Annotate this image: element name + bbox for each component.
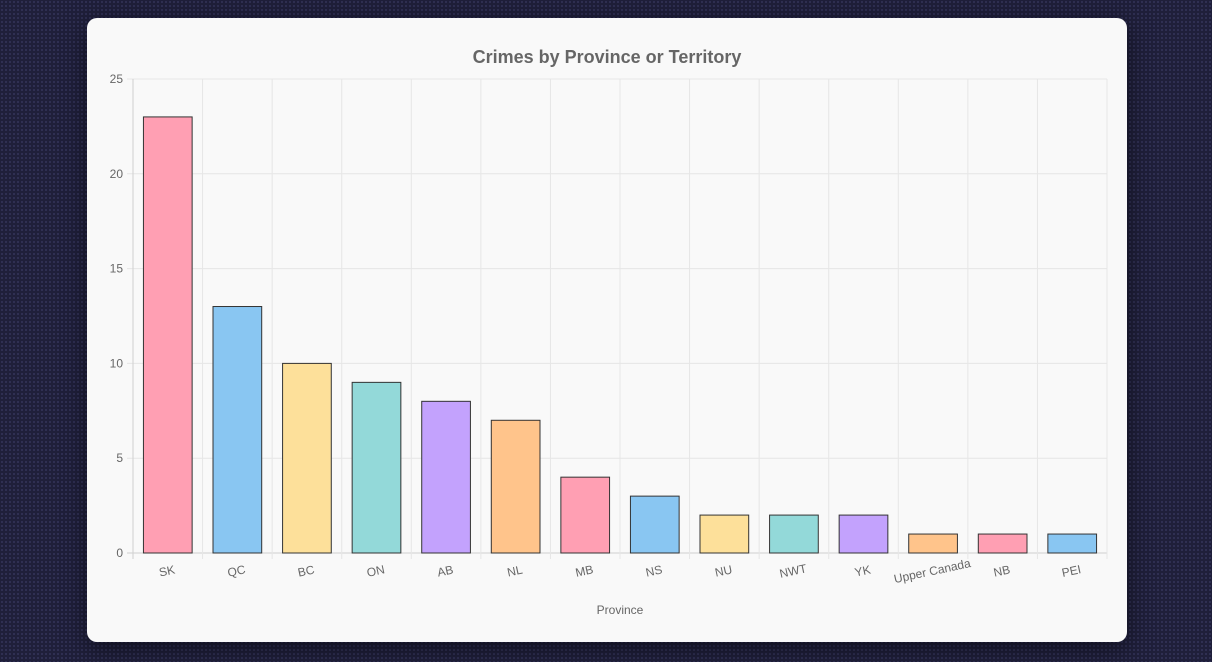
bar-nwt[interactable] bbox=[769, 514, 819, 554]
x-tick-label: NWT bbox=[778, 561, 808, 581]
x-tick-label: BC bbox=[296, 562, 316, 579]
x-axis-ticks: SK QC BC ON AB NL MB NS NU NWT YK Upper Canada NB PEI bbox=[158, 556, 1083, 586]
bar-nl[interactable] bbox=[490, 419, 541, 554]
chart-title: Crimes by Province or Territory bbox=[473, 47, 742, 67]
x-tick-label: MB bbox=[574, 562, 595, 579]
x-tick-label: PEI bbox=[1060, 562, 1082, 580]
bar-bc[interactable] bbox=[282, 362, 332, 554]
x-tick-label: ON bbox=[365, 562, 386, 579]
x-tick-label: NB bbox=[992, 563, 1011, 580]
bar-yk[interactable] bbox=[838, 514, 889, 554]
x-tick-label: YK bbox=[853, 563, 872, 580]
y-tick-label: 25 bbox=[110, 72, 124, 86]
x-tick-label: NL bbox=[506, 563, 524, 580]
x-tick-label: NS bbox=[644, 563, 663, 580]
y-tick-label: 10 bbox=[110, 356, 124, 370]
y-tick-label: 15 bbox=[110, 262, 124, 276]
bars bbox=[142, 116, 1098, 554]
bar-ab[interactable] bbox=[421, 400, 471, 554]
x-tick-label: NU bbox=[714, 562, 734, 579]
x-tick-label: AB bbox=[436, 563, 455, 580]
x-axis-title: Province bbox=[597, 603, 644, 617]
bar-mb[interactable] bbox=[560, 476, 611, 554]
y-tick-label: 20 bbox=[110, 167, 124, 181]
bar-on[interactable] bbox=[351, 381, 402, 554]
y-tick-label: 0 bbox=[116, 546, 123, 560]
bar-upper-canada[interactable] bbox=[908, 533, 958, 554]
x-tick-label: SK bbox=[158, 563, 177, 580]
bar-pei[interactable] bbox=[1047, 533, 1098, 554]
y-axis-ticks: 0 5 10 15 20 25 bbox=[110, 72, 124, 560]
bar-qc[interactable] bbox=[212, 306, 263, 554]
bar-nb[interactable] bbox=[977, 533, 1028, 554]
bar-sk[interactable] bbox=[142, 116, 193, 554]
bar-chart: Crimes by Province or Territory 0 5 10 15 20… bbox=[110, 47, 1108, 617]
bar-nu[interactable] bbox=[699, 514, 750, 554]
grid-lines bbox=[127, 78, 1108, 559]
x-tick-label: Upper Canada bbox=[893, 556, 973, 586]
x-tick-label: QC bbox=[226, 562, 247, 580]
y-tick-label: 5 bbox=[116, 451, 123, 465]
chart-card: Crimes by Province or Territory 0 5 10 15 20… bbox=[87, 18, 1127, 642]
bar-ns[interactable] bbox=[629, 495, 680, 554]
